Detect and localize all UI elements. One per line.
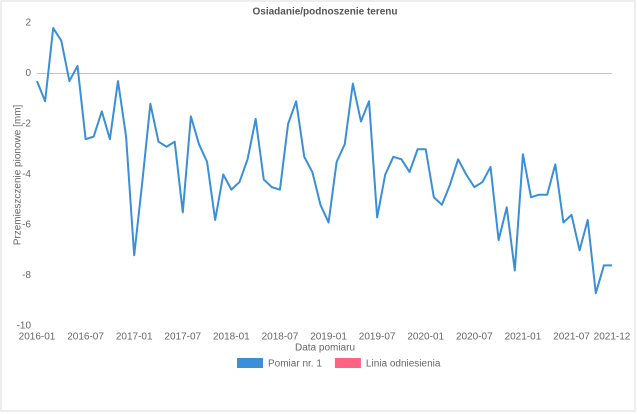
legend-label: Pomiar nr. 1: [268, 359, 322, 370]
series-line: [36, 27, 612, 295]
x-tick-label: 2021-12: [594, 332, 631, 343]
x-tick-label: 2020-07: [456, 332, 493, 343]
x-tick-label: 2019-01: [310, 332, 347, 343]
y-tick-label: -4: [22, 169, 31, 180]
y-tick-label: -8: [22, 270, 31, 281]
x-axis-label: Data pomiaru: [295, 343, 355, 354]
x-tick-label: 2021-01: [505, 332, 542, 343]
x-tick-label: 2018-01: [213, 332, 250, 343]
legend-swatch: [237, 358, 263, 368]
x-tick-label: 2020-01: [407, 332, 444, 343]
y-tick-label: -2: [22, 119, 31, 130]
y-axis-label: Przemieszczenie pionowe [mm]: [13, 104, 24, 245]
x-tick-label: 2018-07: [262, 332, 299, 343]
x-tick-label: 2019-07: [359, 332, 396, 343]
legend-label: Linia odniesienia: [366, 359, 441, 370]
legend-swatch: [334, 358, 361, 368]
x-tick-label: 2016-07: [67, 332, 104, 343]
x-tick-label: 2016-01: [19, 332, 56, 343]
y-tick-label: -10: [17, 321, 32, 332]
chart-title: Osiadanie/podnoszenie terenu: [252, 7, 397, 18]
x-tick-label: 2017-07: [164, 332, 201, 343]
y-tick-label: -6: [22, 220, 31, 231]
x-tick-label: 2017-01: [116, 332, 153, 343]
y-tick-label: 2: [25, 18, 31, 29]
x-tick-label: 2021-07: [553, 332, 590, 343]
y-tick-label: 0: [25, 68, 31, 79]
